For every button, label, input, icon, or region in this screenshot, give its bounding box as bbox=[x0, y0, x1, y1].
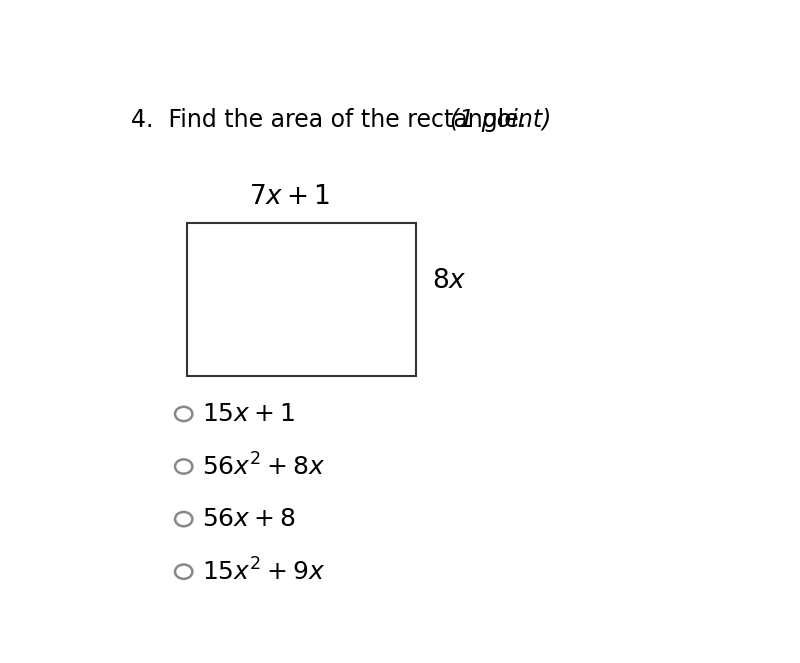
Bar bbox=[187, 223, 416, 376]
Text: $15x^2 + 9x$: $15x^2 + 9x$ bbox=[202, 558, 326, 585]
Text: (1 point): (1 point) bbox=[450, 107, 552, 132]
Text: 4.  Find the area of the rectangle.: 4. Find the area of the rectangle. bbox=[131, 107, 526, 132]
Text: $7x+1$: $7x+1$ bbox=[250, 184, 330, 210]
Text: $56x^2 + 8x$: $56x^2 + 8x$ bbox=[202, 453, 326, 480]
Text: $15x + 1$: $15x + 1$ bbox=[202, 402, 295, 426]
Text: $8x$: $8x$ bbox=[432, 268, 466, 294]
Text: $56x + 8$: $56x + 8$ bbox=[202, 507, 296, 531]
